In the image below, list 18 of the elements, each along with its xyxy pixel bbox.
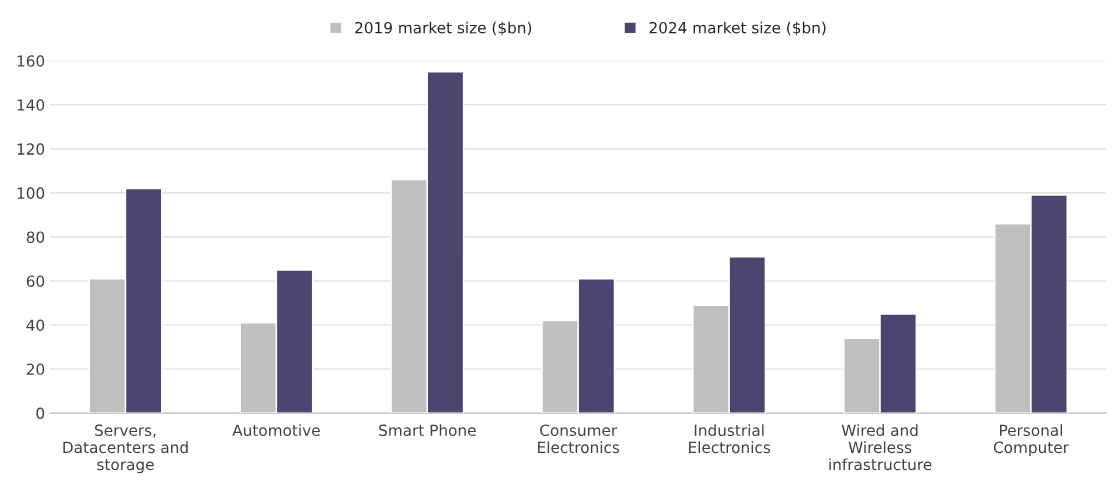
x-tick-label: Industrial Electronics — [689, 424, 771, 454]
legend-label: 2019 market size ($bn) — [355, 21, 532, 36]
x-tick-label: Personal Computer — [993, 424, 1069, 457]
y-tick-label: 60 — [26, 275, 45, 287]
x-tick-label: Servers, Datacenters and storage — [63, 424, 188, 474]
x-tick-label: Consumer Electronics — [538, 424, 620, 454]
x-tick-label: Wired and Wireless infrastructure — [829, 424, 932, 471]
y-tick-label: 100 — [17, 187, 45, 199]
y-tick-label: 40 — [26, 319, 45, 332]
y-tick-label: 140 — [17, 99, 45, 111]
y-tick-label: 0 — [36, 407, 45, 420]
y-tick-label: 120 — [17, 143, 45, 155]
y-tick-label: 20 — [26, 363, 45, 376]
legend-label: 2024 market size ($bn) — [649, 21, 826, 36]
x-tick-label: Smart Phone — [379, 424, 476, 437]
y-tick-label: 160 — [17, 55, 45, 67]
x-tick-label: Automotive — [232, 424, 320, 437]
y-tick-label: 80 — [26, 231, 45, 243]
